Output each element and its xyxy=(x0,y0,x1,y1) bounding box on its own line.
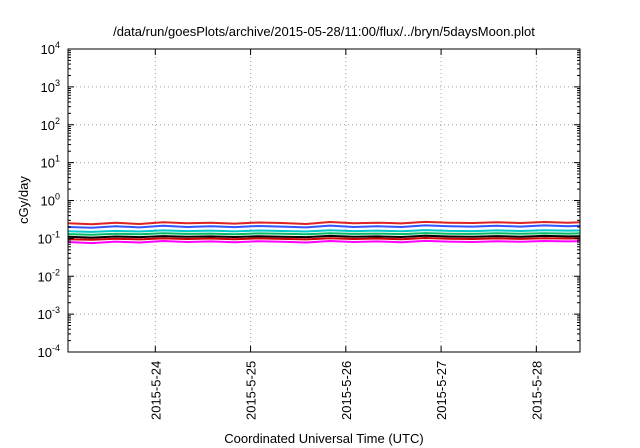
y-tick-exponent: 4 xyxy=(55,40,60,50)
x-tick-label: 2015-5-25 xyxy=(244,361,259,420)
series-line-5 xyxy=(67,229,581,233)
y-tick-base: 10 xyxy=(41,80,55,95)
y-tick-label: 104 xyxy=(41,40,60,57)
y-tick-exponent: 3 xyxy=(55,78,60,88)
x-axis-label: Coordinated Universal Time (UTC) xyxy=(224,431,423,446)
y-tick-exponent: -1 xyxy=(52,229,60,239)
y-axis-label: cGy/day xyxy=(16,176,31,224)
y-tick-label: 101 xyxy=(41,154,60,171)
y-tick-exponent: -4 xyxy=(52,343,60,353)
series-line-3 xyxy=(67,234,581,239)
y-tick-base: 10 xyxy=(38,345,52,360)
y-tick-exponent: 0 xyxy=(55,192,60,202)
x-tick-label: 2015-5-24 xyxy=(148,361,163,420)
series-line-6 xyxy=(67,224,581,229)
y-tick-base: 10 xyxy=(41,42,55,57)
y-tick-exponent: -2 xyxy=(52,267,60,277)
y-tick-label: 103 xyxy=(41,78,60,95)
grid xyxy=(68,49,580,352)
y-tick-base: 10 xyxy=(38,231,52,246)
x-tick-label: 2015-5-28 xyxy=(529,361,544,420)
y-tick-label: 10-4 xyxy=(38,343,60,360)
series-line-7 xyxy=(67,220,581,226)
y-tick-label: 10-1 xyxy=(38,229,60,246)
y-tick-base: 10 xyxy=(41,118,55,133)
series-line-1 xyxy=(67,239,581,245)
y-tick-base: 10 xyxy=(41,194,55,209)
y-tick-base: 10 xyxy=(38,269,52,284)
series-line-4 xyxy=(67,232,581,236)
y-tick-base: 10 xyxy=(38,307,52,322)
y-tick-label: 102 xyxy=(41,116,60,133)
y-tick-label: 10-3 xyxy=(38,305,60,322)
x-tick-label: 2015-5-26 xyxy=(339,361,354,420)
y-tick-exponent: 2 xyxy=(55,116,60,126)
y-tick-exponent: 1 xyxy=(55,154,60,164)
y-tick-base: 10 xyxy=(41,156,55,171)
series-line-2 xyxy=(67,237,581,241)
x-axis: 2015-5-24 2015-5-25 2015-5-26 2015-5-27 2015… xyxy=(148,49,544,420)
y-tick-exponent: -3 xyxy=(52,305,60,315)
series-group xyxy=(67,220,581,245)
x-tick-label: 2015-5-27 xyxy=(434,361,449,420)
y-tick-label: 10-2 xyxy=(38,267,60,284)
y-tick-label: 100 xyxy=(41,192,60,209)
chart-title: /data/run/goesPlots/archive/2015-05-28/1… xyxy=(113,24,535,39)
